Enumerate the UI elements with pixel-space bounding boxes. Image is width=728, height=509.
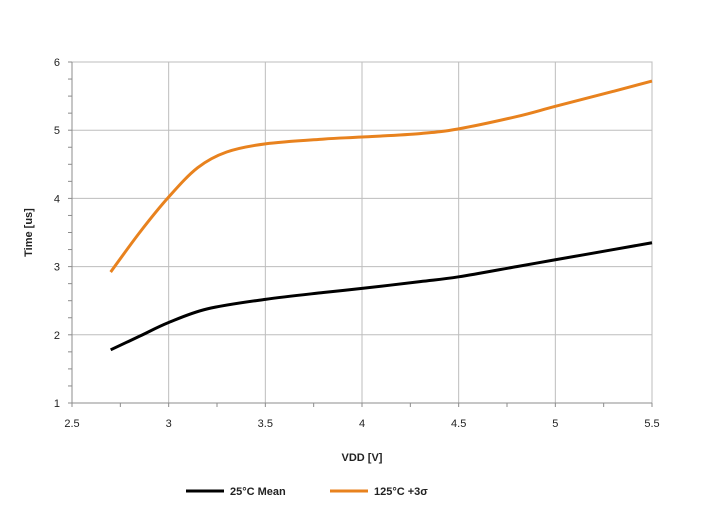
- x-tick-label: 4: [359, 418, 365, 430]
- y-tick-label: 5: [54, 125, 60, 137]
- legend: 25°C Mean 125°C +3σ: [186, 486, 428, 498]
- x-tick-label: 3: [166, 418, 172, 430]
- y-tick-label: 4: [54, 193, 60, 205]
- axis-layer: [68, 61, 653, 407]
- y-tick-label: 2: [54, 330, 60, 342]
- tick-label-layer: 2.5 3 3.5 4 4.5 5 5.5 1 2 3 4 5 6: [54, 57, 660, 430]
- x-axis-title: VDD [V]: [342, 452, 383, 464]
- y-tick-label: 6: [54, 57, 60, 69]
- y-tick-label: 3: [54, 262, 60, 274]
- x-tick-label: 3.5: [258, 418, 273, 430]
- legend-item-series-1: 25°C Mean: [186, 486, 286, 498]
- x-tick-label: 5.5: [644, 418, 659, 430]
- legend-item-series-2: 125°C +3σ: [330, 486, 428, 498]
- series-layer: [109, 79, 653, 352]
- y-tick-label: 1: [54, 398, 60, 410]
- x-tick-label: 5: [552, 418, 558, 430]
- series-line-1: [110, 241, 653, 352]
- legend-label-series-2: 125°C +3σ: [374, 486, 428, 498]
- x-tick-label: 4.5: [451, 418, 466, 430]
- grid-layer: [71, 61, 653, 404]
- legend-label-series-1: 25°C Mean: [230, 486, 286, 498]
- series-line-2: [109, 79, 653, 273]
- y-axis-title: Time [us]: [23, 208, 35, 257]
- x-tick-label: 2.5: [64, 418, 79, 430]
